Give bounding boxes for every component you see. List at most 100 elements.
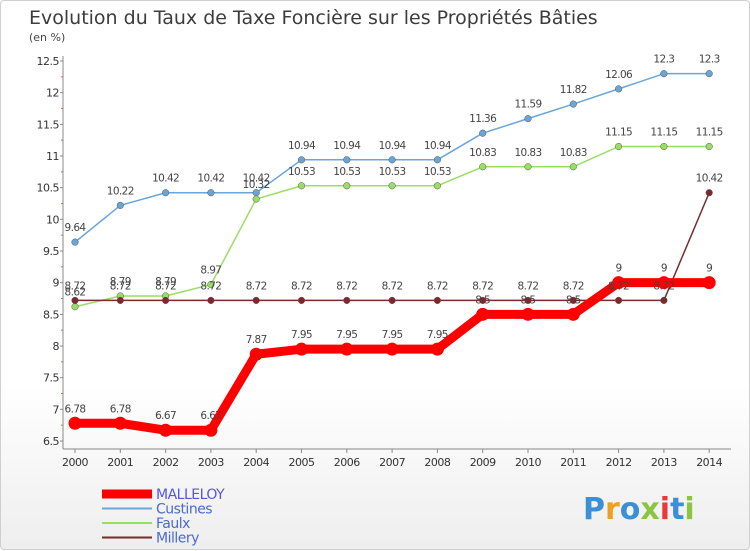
data-point-millery [207, 296, 215, 304]
legend-label-custines: Custines [156, 502, 212, 518]
data-point-malleloy [340, 342, 354, 356]
data-point-faulx [479, 163, 487, 171]
chart-title: Evolution du Taux de Taxe Foncière sur l… [29, 7, 598, 29]
logo-letter: i [684, 492, 694, 527]
data-label-custines: 10.42 [243, 173, 270, 185]
data-point-custines [660, 70, 668, 78]
data-label-faulx: 10.83 [560, 147, 587, 159]
data-point-millery [569, 296, 577, 304]
data-point-custines [388, 156, 396, 164]
logo-letter: P [583, 492, 605, 527]
data-label-custines: 10.94 [288, 140, 316, 152]
data-point-faulx [569, 163, 577, 171]
data-label-custines: 10.94 [333, 140, 361, 152]
data-label-faulx: 8.79 [110, 276, 131, 288]
data-label-malleloy: 7.95 [382, 329, 403, 341]
data-point-malleloy [385, 342, 399, 356]
data-point-custines [297, 156, 306, 164]
data-label-malleloy: 6.78 [65, 403, 86, 415]
data-label-millery: 8.72 [110, 280, 131, 292]
data-label-millery: 8.72 [65, 280, 86, 292]
y-tick-label: 9 [53, 277, 60, 290]
data-label-custines: 11.36 [469, 113, 497, 125]
data-point-custines [433, 156, 441, 164]
data-point-faulx [524, 163, 532, 171]
data-point-malleloy [657, 276, 671, 290]
data-point-faulx [615, 142, 623, 151]
y-tick-label: 12.5 [37, 55, 60, 68]
data-label-millery: 8.72 [155, 280, 176, 292]
data-label-malleloy: 7.95 [427, 329, 448, 341]
x-tick-label: 2002 [153, 456, 179, 469]
data-point-malleloy [612, 276, 626, 290]
data-label-faulx: 10.53 [424, 166, 451, 178]
data-label-faulx: 8.62 [65, 287, 86, 299]
data-label-faulx: 11.15 [605, 127, 632, 139]
data-point-millery [162, 296, 170, 304]
proxiti-logo: Proxiti [583, 492, 695, 527]
data-label-millery: 10.42 [696, 173, 723, 185]
data-label-custines: 10.42 [152, 173, 179, 185]
data-point-faulx [660, 142, 668, 151]
y-tick-label: 9.5 [43, 245, 59, 258]
data-label-millery: 8.72 [291, 280, 312, 292]
y-tick-label: 11.5 [37, 118, 60, 131]
data-point-faulx [252, 195, 260, 203]
data-point-malleloy [295, 342, 308, 356]
logo-letter: t [670, 492, 684, 527]
data-point-malleloy [68, 416, 82, 430]
data-label-faulx: 8.79 [155, 276, 176, 288]
data-label-malleloy: 8.5 [566, 294, 581, 306]
data-point-custines [207, 189, 215, 197]
logo-letter: i [660, 492, 670, 527]
logo-letter: r [605, 492, 620, 527]
data-label-faulx: 8.97 [200, 265, 221, 277]
data-label-millery: 8.72 [382, 280, 403, 292]
data-point-malleloy [521, 307, 535, 321]
data-point-custines [343, 156, 351, 164]
data-point-custines [116, 201, 124, 209]
x-tick-label: 2008 [424, 456, 450, 469]
data-label-faulx: 10.32 [243, 179, 270, 191]
x-tick-label: 2004 [243, 456, 269, 469]
x-tick-label: 2000 [62, 456, 88, 469]
data-label-faulx: 11.15 [650, 127, 677, 139]
series-line-malleloy [75, 278, 710, 435]
axes: 6.5 7 7.5 8 8.5 9 9.5 10 10.5 11 11.5 12 12.5 2000 200… [37, 55, 731, 469]
data-label-custines: 9.64 [65, 222, 87, 234]
y-tick-label: 6.5 [43, 435, 59, 448]
data-label-millery: 8.72 [653, 280, 674, 292]
data-point-malleloy [566, 307, 580, 321]
data-label-millery: 8.72 [608, 280, 629, 292]
data-label-custines: 12.3 [699, 54, 720, 66]
data-point-malleloy [113, 416, 127, 430]
data-label-custines: 10.22 [107, 185, 134, 197]
data-point-faulx [343, 182, 351, 190]
x-tick-label: 2013 [651, 456, 677, 469]
series-layer [68, 70, 716, 437]
data-point-custines [479, 129, 487, 137]
data-label-malleloy: 9 [706, 263, 712, 275]
data-point-custines [71, 238, 79, 246]
x-tick-label: 2006 [334, 456, 360, 469]
data-label-faulx: 10.53 [379, 166, 406, 178]
data-point-custines [524, 115, 532, 123]
data-labels: 6.78 6.78 6.67 6.67 7.87 7.95 7.95 7.95 7.95 8.5 8… [65, 54, 724, 423]
x-tick-label: 2001 [107, 456, 133, 469]
x-tick-label: 2014 [696, 456, 722, 469]
data-point-millery [479, 296, 487, 304]
data-label-malleloy: 8.5 [475, 294, 490, 306]
data-point-faulx [207, 281, 215, 289]
x-tick-label: 2011 [560, 456, 586, 469]
data-point-millery [343, 296, 351, 304]
data-label-millery: 8.72 [246, 280, 267, 292]
y-tick-label: 12 [46, 87, 59, 100]
data-label-custines: 10.94 [424, 140, 452, 152]
x-tick-label: 2003 [198, 456, 224, 469]
y-tick-label: 8.5 [43, 308, 59, 321]
data-point-faulx [705, 142, 713, 151]
data-label-millery: 8.72 [563, 280, 584, 292]
